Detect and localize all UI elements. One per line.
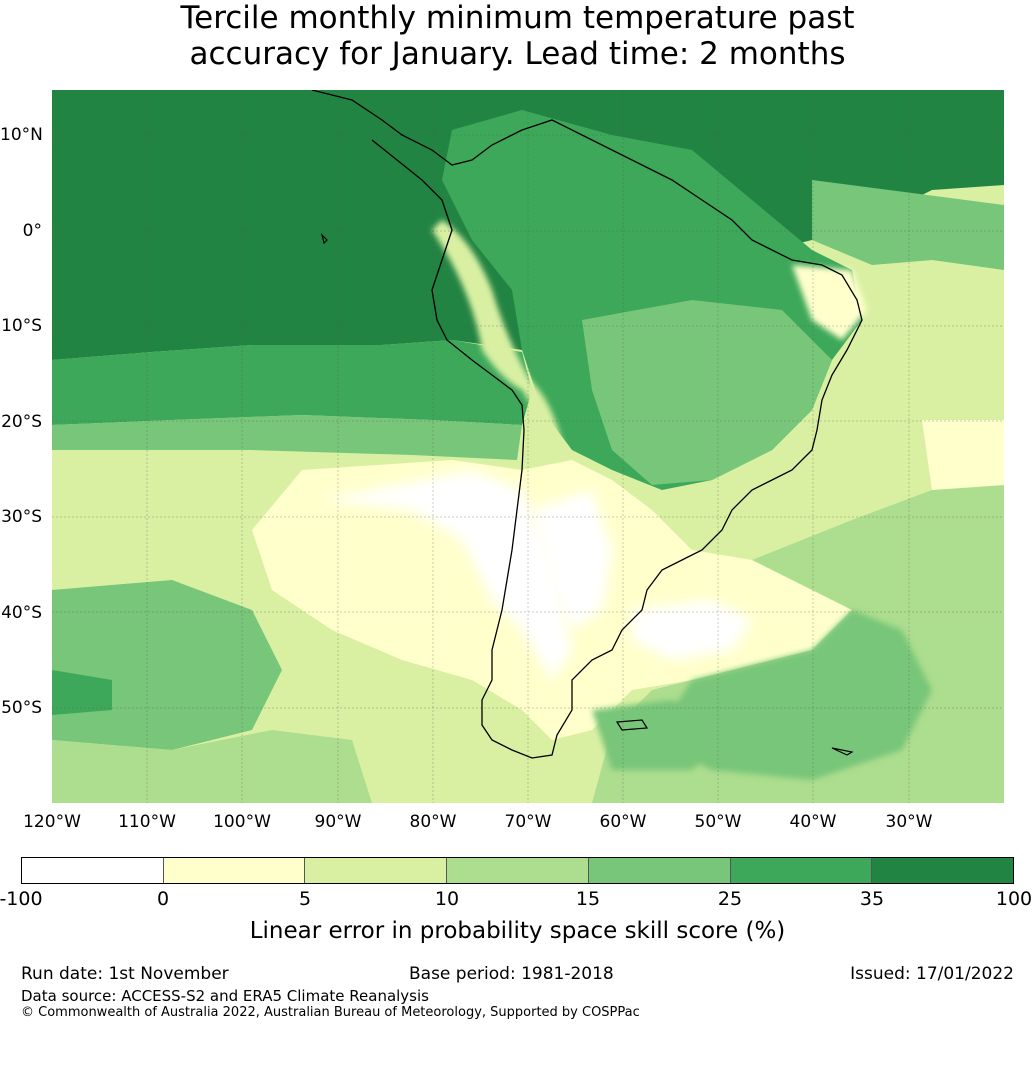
lon-label-30w: 30°W [885,812,933,832]
falkland-islands [615,719,649,731]
colorbar-segment [872,858,1014,883]
colorbar-segment [588,858,731,883]
lon-label-90w: 90°W [314,812,362,832]
drake-passage-region [372,740,592,803]
skill-map [52,90,1004,803]
map-canvas [52,90,1004,803]
title-line-2: accuracy for January. Lead time: 2 month… [189,36,846,72]
argentina-white-region [532,490,612,630]
title-line-1: Tercile monthly minimum temperature past [180,0,855,36]
south-georgia [831,747,854,756]
lon-label-70w: 70°W [504,812,552,832]
lat-label-10s: 10°S [1,316,42,336]
colorbar-segment [447,858,589,883]
lon-label-50w: 50°W [694,812,742,832]
colorbar-segment [305,858,448,883]
lon-label-40w: 40°W [789,812,837,832]
lat-label-40s: 40°S [1,603,42,623]
colorbar-tick: -100 [0,888,43,910]
lon-label-80w: 80°W [409,812,457,832]
falklands-region [592,700,732,770]
base-period: Base period: 1981-2018 [409,964,614,984]
colorbar-segment [22,858,164,883]
southeast-pacific-region [52,340,532,425]
colorbar-segment [730,858,873,883]
colorbar-tick: 10 [434,888,460,910]
colorbar-tick: 100 [995,888,1033,910]
lon-label-110w: 110°W [118,812,176,832]
lat-label-10n: 10°N [0,125,43,145]
copyright: © Commonwealth of Australia 2022, Austra… [21,1005,640,1020]
lon-label-120w: 120°W [23,812,81,832]
issued-date: Issued: 17/01/2022 [850,964,1014,984]
patagonia-white-region [322,470,572,680]
brazil-highlands-region [582,300,832,485]
lon-label-60w: 60°W [599,812,647,832]
colorbar-tick: 0 [156,888,170,910]
south-pacific-mid-region [52,670,112,715]
lat-label-50s: 50°S [1,698,42,718]
galapagos-islands [320,233,328,245]
south-atlantic-white-region [632,600,752,660]
colorbar-label: Linear error in probability space skill … [249,918,786,944]
lat-label-20s: 20°S [1,412,42,432]
lon-label-100w: 100°W [213,812,271,832]
colorbar-tick: 5 [298,888,312,910]
lat-label-0: 0° [22,221,42,241]
map-title: Tercile monthly minimum temperature past… [0,0,1035,72]
colorbar-tick: 35 [859,888,885,910]
colorbar-segment [163,858,306,883]
run-date: Run date: 1st November [21,964,229,984]
lat-label-30s: 30°S [1,507,42,527]
colorbar-tick: 15 [575,888,601,910]
colorbar-tick: 25 [717,888,743,910]
brazil-coast-cream-region [922,420,1004,490]
equatorial-atlantic-region [812,180,1004,270]
subtropical-pacific-region [52,415,522,460]
colorbar [21,857,1014,884]
south-pacific-southern-region [52,730,372,803]
data-source: Data source: ACCESS-S2 and ERA5 Climate … [21,987,429,1005]
south-america-coastline [311,90,863,759]
northeast-brazil-region [792,265,867,340]
